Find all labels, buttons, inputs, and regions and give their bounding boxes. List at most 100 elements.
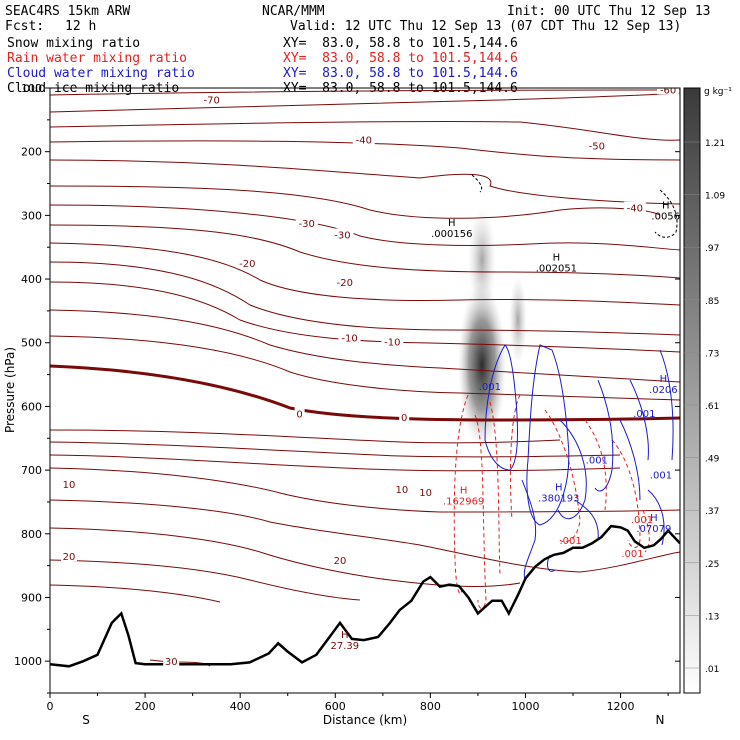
x-tick-label: 400 [230, 700, 251, 713]
contour-label: .001 [479, 382, 501, 393]
maximum-value: .07079 [636, 524, 671, 535]
isotherm-label: -20 [337, 278, 353, 289]
x-tick-label: 0 [47, 700, 54, 713]
south-end-label: S [82, 713, 90, 727]
maximum-value: .000156 [431, 229, 472, 240]
colorbar-label: .13 [705, 612, 719, 622]
isotherm-line [50, 89, 680, 96]
forecast-hours: 12 h [65, 19, 97, 34]
isotherm-line [50, 204, 680, 251]
isotherm-label: 0 [401, 413, 407, 424]
init-time: Init: 00 UTC Thu 12 Sep 13 [507, 4, 711, 19]
y-tick-label: 800 [21, 528, 42, 541]
isotherm-line [50, 429, 561, 444]
isotherm-label-bg [294, 407, 305, 419]
maximum-value: 27.39 [330, 641, 359, 652]
contour-label: .001 [633, 409, 655, 420]
y-tick-label: 400 [21, 273, 42, 286]
isotherm-label-bg [657, 88, 680, 95]
colorbar-unit: g kg⁻¹ [704, 87, 732, 97]
forecast-label: Fcst: [5, 19, 45, 34]
isotherm-label-bg [399, 411, 410, 423]
isotherm-label: -10 [341, 334, 357, 345]
maximum-marker: H [448, 218, 456, 229]
isotherm-label-bg [331, 228, 354, 240]
colorbar-label: .49 [705, 455, 720, 465]
isotherm-label: 20 [334, 556, 347, 567]
isotherm-line [50, 441, 621, 458]
isotherm-label-bg [200, 93, 223, 105]
contour-label: .001 [631, 515, 653, 526]
isotherm-label: 10 [63, 480, 76, 491]
isotherm-label-bg [332, 553, 349, 565]
isotherm-label: 30 [165, 657, 178, 668]
snow-shading-core [458, 283, 506, 447]
isotherm-label-bg [163, 655, 180, 667]
isotherm-line [50, 281, 680, 353]
isotherm-label: -70 [203, 95, 219, 106]
field-xy-rain: XY= 83.0, 58.8 to 101.5,144.6 [283, 51, 518, 66]
zero-isotherm [50, 364, 680, 422]
isotherm-line [50, 92, 680, 113]
isotherm-label-bg [417, 485, 434, 497]
contour-label: .001 [621, 549, 643, 560]
isotherm-line [50, 224, 680, 279]
terrain-line [50, 524, 680, 668]
colorbar [683, 87, 701, 694]
isotherm-label-bg [236, 257, 259, 269]
isotherm-label: -60 [660, 85, 676, 96]
maximum-marker: H [341, 630, 349, 641]
y-tick-label: 300 [21, 209, 42, 222]
isotherm-label-bg [61, 550, 78, 562]
isotherm-label: -40 [627, 204, 643, 215]
x-tick-label: 600 [325, 700, 346, 713]
y-tick-label: 600 [21, 400, 42, 413]
isotherm-label: 10 [395, 485, 408, 496]
contour-label: .001 [560, 536, 582, 547]
maximum-marker: H [553, 252, 561, 263]
isotherm-label: -30 [299, 219, 315, 230]
isotherm-label-bg [295, 217, 318, 229]
snow-shading-upper [468, 208, 496, 312]
y-tick-label: 500 [21, 337, 42, 350]
isotherm-label-bg [61, 478, 78, 490]
isotherm-line [50, 335, 680, 401]
colorbar-label: .61 [705, 402, 719, 412]
isotherm-label-bg [393, 483, 410, 495]
isotherm-label: -10 [384, 337, 400, 348]
maximum-value: .380193 [538, 493, 579, 504]
isotherm-label: 0 [296, 409, 302, 420]
field-label-snow: Snow mixing ratio [7, 36, 141, 51]
field-xy-snow: XY= 83.0, 58.8 to 101.5,144.6 [283, 36, 518, 51]
x-axis-label: Distance (km) [323, 713, 407, 727]
colorbar-label: 1.21 [705, 139, 725, 149]
cloud-ice-contours [471, 174, 678, 238]
isotherm-label-bg [585, 139, 608, 151]
isotherm-label-bg [338, 331, 361, 343]
maximum-value: .002051 [536, 263, 577, 274]
isotherm-line [50, 309, 680, 383]
isotherm-line [50, 120, 680, 141]
isotherm-line [50, 185, 661, 219]
north-end-label: N [656, 713, 665, 727]
maximum-value: .0206 [649, 385, 678, 396]
isotherm-line [50, 527, 521, 587]
contour-label: .001 [650, 471, 672, 482]
maximum-value: .0056 [651, 211, 680, 222]
maximum-marker: H [650, 513, 658, 524]
field-label-cloud-water: Cloud water mixing ratio [7, 66, 195, 81]
field-label-rain: Rain water mixing ratio [7, 51, 188, 66]
isotherm-label: 20 [63, 552, 76, 563]
isotherm-line [50, 559, 361, 601]
colorbar-label: .97 [705, 244, 719, 254]
isotherm-line [50, 261, 680, 336]
isotherm-label: -50 [589, 141, 605, 152]
maximum-marker: H [662, 200, 670, 211]
isotherm-line [50, 140, 680, 161]
org-name: NCAR/MMM [262, 4, 325, 19]
cloud-water-contours [484, 344, 674, 581]
x-tick-label: 1000 [511, 700, 539, 713]
colorbar-label: .73 [705, 349, 719, 359]
isotherm-label: -40 [356, 136, 372, 147]
